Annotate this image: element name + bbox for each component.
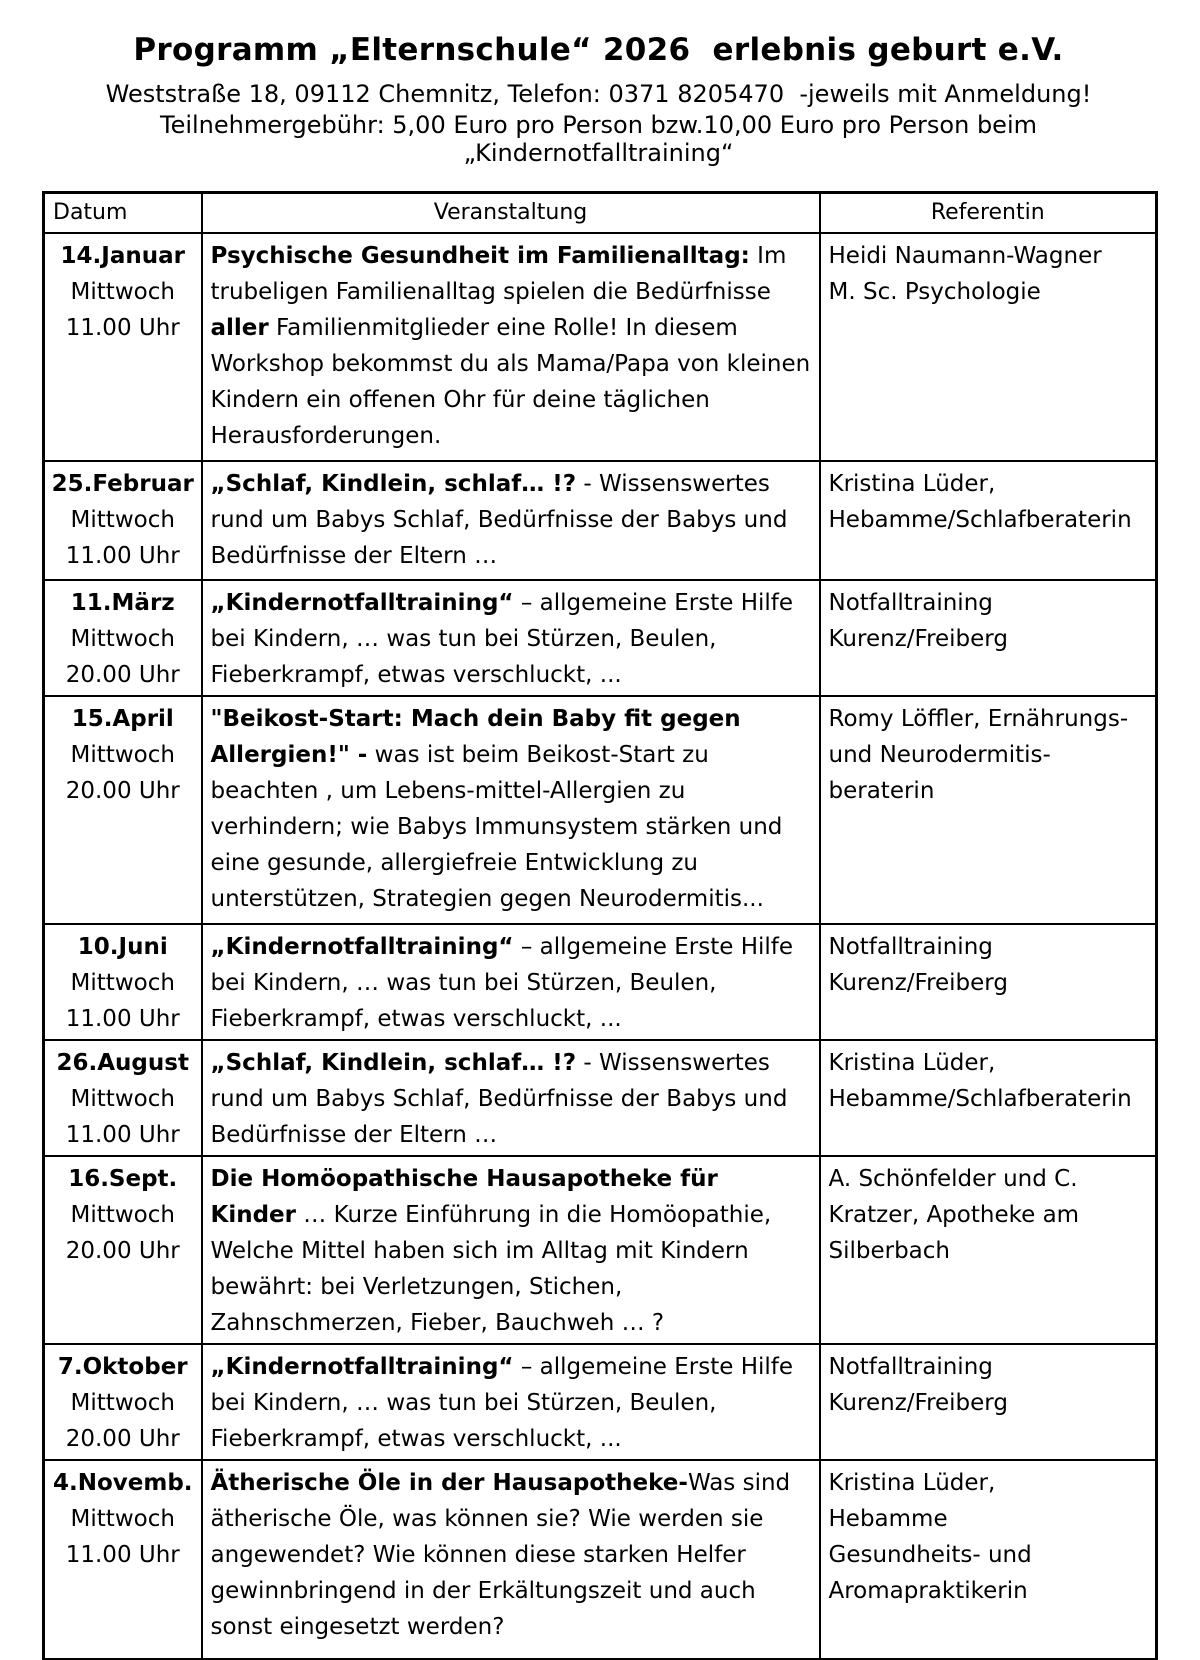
event-date-line: 7.Oktober (57, 1353, 188, 1380)
event-description-cell: „Kindernotfalltraining“ – allgemeine Ers… (200, 578, 821, 697)
table-row: 14.Januar Mittwoch 11.00 Uhr Psychische Ges… (42, 231, 1158, 462)
event-time-line: 20.00 Uhr (65, 777, 180, 804)
event-time-line: 11.00 Uhr (65, 1541, 180, 1568)
event-date-cell: 16.Sept. Mittwoch 20.00 Uhr (42, 1154, 203, 1345)
event-time-line: 11.00 Uhr (65, 314, 180, 341)
event-description-cell: Die Homöopathische Hausapotheke für Kind… (200, 1154, 821, 1345)
program-schedule-table: Datum Veranstaltung Referentin 14.Januar… (42, 191, 1158, 1660)
event-description-cell: „Schlaf, Kindlein, schlaf… !? - Wissensw… (200, 459, 821, 581)
table-row: 7.Oktober Mittwoch 20.00 Uhr „Kindernotfall… (42, 1342, 1158, 1461)
event-referent-cell: Kristina Lüder, Hebamme Gesundheits- und… (818, 1458, 1158, 1660)
event-date-cell: 11.März Mittwoch 20.00 Uhr (42, 578, 203, 697)
description-segment: Was sind ätherische Öle, was können sie?… (210, 1469, 791, 1640)
table-row: 10.Juni Mittwoch 11.00 Uhr „Kindernotfalltr… (42, 922, 1158, 1041)
event-time-line: 20.00 Uhr (65, 1237, 180, 1264)
event-time-line: 20.00 Uhr (65, 661, 180, 688)
event-date-line: 4.Novemb. (52, 1469, 193, 1496)
event-time-line: 11.00 Uhr (65, 542, 180, 569)
event-day-line: Mittwoch (70, 1085, 175, 1112)
column-header-veranstaltung: Veranstaltung (200, 191, 821, 234)
description-segment: - Wissenswertes rund um Babys Schlaf, Be… (210, 1049, 788, 1148)
description-segment: - Wissenswertes rund um Babys Schlaf, Be… (210, 470, 788, 569)
event-referent-cell: A. Schönfelder und C. Kratzer, Apotheke … (818, 1154, 1158, 1345)
event-day-line: Mittwoch (70, 741, 175, 768)
column-header-datum: Datum (42, 191, 203, 234)
event-description-cell: „Kindernotfalltraining“ – allgemeine Ers… (200, 1342, 821, 1461)
event-date-cell: 4.Novemb. Mittwoch 11.00 Uhr (42, 1458, 203, 1660)
description-bold-segment: Ätherische Öle in der Hausapotheke- (210, 1469, 688, 1496)
address-line: Weststraße 18, 09112 Chemnitz, Telefon: … (105, 80, 1092, 108)
description-segment: – allgemeine Erste Hilfe bei Kindern, … … (210, 933, 794, 1032)
description-segment: – allgemeine Erste Hilfe bei Kindern, … … (210, 589, 794, 688)
table-header: Datum Veranstaltung Referentin (42, 191, 1158, 234)
event-date-line: 26.August (56, 1049, 189, 1076)
column-header-referentin: Referentin (818, 191, 1158, 234)
description-bold-segment: Die Homöopathische Hausapotheke für Kind… (210, 1165, 718, 1228)
event-day-line: Mittwoch (70, 506, 175, 533)
event-day-line: Mittwoch (70, 625, 175, 652)
event-time-line: 11.00 Uhr (65, 1005, 180, 1032)
event-referent-cell: Kristina Lüder, Hebamme/Schlafberaterin (818, 459, 1158, 581)
description-segment: – allgemeine Erste Hilfe bei Kindern, … … (210, 1353, 794, 1452)
table-row: 11.März Mittwoch 20.00 Uhr „Kindernotfalltr… (42, 578, 1158, 697)
event-date-cell: 10.Juni Mittwoch 11.00 Uhr (42, 922, 203, 1041)
event-day-line: Mittwoch (70, 969, 175, 996)
event-day-line: Mittwoch (70, 1201, 175, 1228)
event-description-cell: „Schlaf, Kindlein, schlaf… !? - Wissensw… (200, 1038, 821, 1157)
event-time-line: 20.00 Uhr (65, 1425, 180, 1452)
description-bold-segment: „Kindernotfalltraining“ (210, 933, 514, 960)
event-date-line: 15.April (71, 705, 174, 732)
event-referent-cell: Notfalltraining Kurenz/Freiberg (818, 1342, 1158, 1461)
description-bold-segment: „Kindernotfalltraining“ (210, 1353, 514, 1380)
event-description-cell: Ätherische Öle in der Hausapotheke-Was s… (200, 1458, 821, 1660)
description-bold-segment: Psychische Gesundheit im Familienalltag: (210, 242, 750, 269)
event-description-cell: Psychische Gesundheit im Familienalltag:… (200, 231, 821, 462)
event-referent-cell: Heidi Naumann-Wagner M. Sc. Psychologie (818, 231, 1158, 462)
description-bold-segment: "Beikost-Start: Mach dein Baby fit gegen… (210, 705, 741, 768)
event-referent-cell: Kristina Lüder, Hebamme/Schlafberaterin (818, 1038, 1158, 1157)
document-header: Programm „Elternschule“ 2026 erlebnis ge… (42, 32, 1155, 167)
event-date-line: 10.Juni (77, 933, 168, 960)
event-date-cell: 25.Februar Mittwoch 11.00 Uhr (42, 459, 203, 581)
event-date-line: 11.März (70, 589, 175, 616)
description-segment: … Kurze Einführung in die Homöopathie, W… (210, 1201, 772, 1336)
description-segment: Familienmitglieder eine Rolle! In diesem… (210, 314, 811, 449)
description-bold-segment: „Kindernotfalltraining“ (210, 589, 514, 616)
event-date-cell: 14.Januar Mittwoch 11.00 Uhr (42, 231, 203, 462)
event-date-line: 25.Februar (51, 470, 194, 497)
event-referent-cell: Notfalltraining Kurenz/Freiberg (818, 578, 1158, 697)
description-bold-segment: aller (210, 314, 269, 341)
page-title: Programm „Elternschule“ 2026 erlebnis ge… (133, 32, 1064, 68)
description-bold-segment: „Schlaf, Kindlein, schlaf… !? (210, 1049, 577, 1076)
event-date-line: 16.Sept. (68, 1165, 178, 1192)
event-time-line: 11.00 Uhr (65, 1121, 180, 1148)
description-segment: Im trubeligen Familienalltag spielen die… (210, 242, 787, 305)
table-row: 16.Sept. Mittwoch 20.00 Uhr Die Homöopathis… (42, 1154, 1158, 1345)
table-row: 15.April Mittwoch 20.00 Uhr "Beikost-Start:… (42, 694, 1158, 925)
fee-line: Teilnehmergebühr: 5,00 Euro pro Person b… (160, 111, 1045, 167)
event-description-cell: "Beikost-Start: Mach dein Baby fit gegen… (200, 694, 821, 925)
event-date-cell: 26.August Mittwoch 11.00 Uhr (42, 1038, 203, 1157)
event-referent-cell: Romy Löffler, Ernährungs- und Neurodermi… (818, 694, 1158, 925)
event-day-line: Mittwoch (70, 1389, 175, 1416)
event-description-cell: „Kindernotfalltraining“ – allgemeine Ers… (200, 922, 821, 1041)
table-row: 25.Februar Mittwoch 11.00 Uhr „Schlaf, Kind… (42, 459, 1158, 581)
event-day-line: Mittwoch (70, 278, 175, 305)
header-row: Datum Veranstaltung Referentin (42, 191, 1158, 234)
table-row: 4.Novemb. Mittwoch 11.00 Uhr Ätherische Öle… (42, 1458, 1158, 1660)
description-segment: was ist beim Beikost-Start zu beachten ,… (210, 741, 783, 912)
event-day-line: Mittwoch (70, 1505, 175, 1532)
event-date-line: 14.Januar (60, 242, 185, 269)
table-row: 26.August Mittwoch 11.00 Uhr „Schlaf, Kindl… (42, 1038, 1158, 1157)
event-date-cell: 7.Oktober Mittwoch 20.00 Uhr (42, 1342, 203, 1461)
event-referent-cell: Notfalltraining Kurenz/Freiberg (818, 922, 1158, 1041)
event-date-cell: 15.April Mittwoch 20.00 Uhr (42, 694, 203, 925)
schedule-body: 14.Januar Mittwoch 11.00 Uhr Psychische Ges… (42, 231, 1158, 1660)
description-bold-segment: „Schlaf, Kindlein, schlaf… !? (210, 470, 577, 497)
